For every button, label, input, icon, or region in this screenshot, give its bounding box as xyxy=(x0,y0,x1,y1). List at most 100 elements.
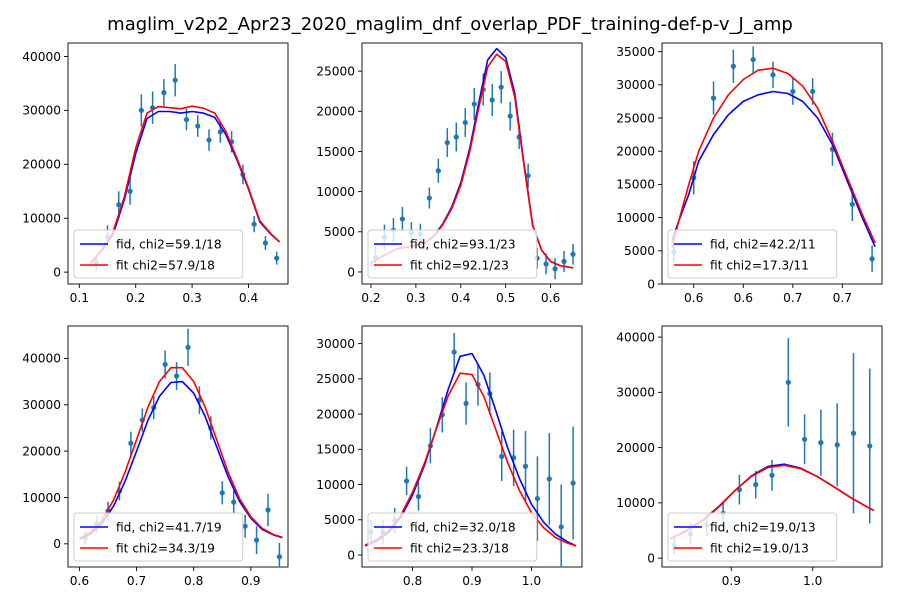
data-point xyxy=(127,188,133,194)
y-tick-label: 0 xyxy=(53,537,61,551)
subplot-6: 0.9 1.0 0 10000 20000 30000 40000 fid, chi2=19.… xyxy=(616,325,883,588)
data-point xyxy=(534,496,541,502)
subplot-grid: 0.1 0.2 0.3 0.4 0 10000 20000 30000 40000 fid, ch… xyxy=(22,42,883,588)
y-tick-label: 25000 xyxy=(316,64,355,78)
data-point xyxy=(116,202,122,208)
legend-label: fit chi2=23.3/18 xyxy=(410,542,509,556)
y-tick-label: 5000 xyxy=(324,225,355,239)
legend-label: fit chi2=34.3/19 xyxy=(116,542,215,556)
x-tick-label: 0.7 xyxy=(783,291,802,305)
data-point xyxy=(522,463,529,469)
data-point xyxy=(525,172,531,179)
y-tick-label: 10000 xyxy=(616,211,655,225)
fit-curve xyxy=(89,105,281,264)
data-point xyxy=(128,440,134,446)
legend-box xyxy=(73,229,244,279)
y-tick-label: 10000 xyxy=(616,496,655,510)
data-point xyxy=(173,373,180,379)
y-tick-label: 40000 xyxy=(616,330,655,344)
data-point xyxy=(730,63,736,69)
y-tick-label: 25000 xyxy=(616,111,655,125)
y-tick-label: 20000 xyxy=(616,145,655,159)
data-point xyxy=(462,119,468,126)
data-point xyxy=(183,116,190,123)
axes-frame xyxy=(67,42,289,285)
data-point xyxy=(185,344,191,350)
axes-frame xyxy=(661,325,883,568)
y-tick-label: 40000 xyxy=(22,352,61,366)
axes-frame xyxy=(67,325,289,568)
data-point xyxy=(276,554,283,560)
legend-label: fid, chi2=32.0/18 xyxy=(410,521,516,535)
y-tick-label: 0 xyxy=(647,551,655,565)
data-point xyxy=(867,443,873,449)
x-tick-label: 0.9 xyxy=(722,574,741,588)
y-tick-label: 15000 xyxy=(316,443,355,457)
legend-box xyxy=(367,512,538,562)
data-point xyxy=(770,72,776,78)
subplot-4: 0.6 0.7 0.8 0.9 0 10000 20000 30000 40000 fid, ch… xyxy=(22,325,289,588)
y-tick-label: 30000 xyxy=(316,337,355,351)
data-point xyxy=(546,476,552,482)
fit-curve xyxy=(671,67,876,248)
data-point xyxy=(403,478,410,484)
x-tick-label: 0.6 xyxy=(70,574,89,588)
x-tick-label: 0.6 xyxy=(734,291,753,305)
data-point xyxy=(790,88,796,95)
y-tick-label: 35000 xyxy=(616,45,655,59)
legend-label: fit chi2=19.0/13 xyxy=(710,542,809,556)
data-point xyxy=(399,216,406,222)
data-point xyxy=(834,442,840,448)
legend: fid, chi2=93.1/23 fit chi2=92.1/23 xyxy=(367,229,538,279)
subplot-2: 0.2 0.3 0.4 0.5 0.6 0 5000 10000 15000 20000 25000… xyxy=(316,42,583,305)
legend: fid, chi2=42.2/11 fit chi2=17.3/11 xyxy=(667,229,838,279)
y-tick-label: 20000 xyxy=(22,444,61,458)
x-tick-label: 0.8 xyxy=(403,574,422,588)
legend: fid, chi2=41.7/19 fit chi2=34.3/19 xyxy=(73,512,244,562)
legend: fid, chi2=32.0/18 fit chi2=23.3/18 xyxy=(367,512,538,562)
data-point xyxy=(206,137,212,143)
plot-area xyxy=(671,46,876,273)
x-tick-label: 0.3 xyxy=(406,291,425,305)
data-point xyxy=(138,107,144,113)
legend-label: fid, chi2=93.1/23 xyxy=(410,238,516,252)
fit-curve xyxy=(78,366,283,540)
data-point xyxy=(499,453,505,459)
legend-box xyxy=(667,512,838,562)
data-point xyxy=(265,507,271,513)
y-tick-label: 10000 xyxy=(316,478,355,492)
data-point xyxy=(570,480,576,486)
legend-label: fit chi2=17.3/11 xyxy=(710,259,809,273)
x-tick-label: 0.2 xyxy=(361,291,380,305)
y-tick-label: 10000 xyxy=(316,185,355,199)
y-tick-label: 30000 xyxy=(22,104,61,118)
data-point xyxy=(161,90,167,96)
data-point xyxy=(274,255,280,261)
y-tick-label: 0 xyxy=(347,548,355,562)
x-tick-label: 0.3 xyxy=(182,291,201,305)
y-tick-label: 5000 xyxy=(324,513,355,527)
legend-box xyxy=(667,229,838,279)
figure-title: maglim_v2p2_Apr23_2020_maglim_dnf_overla… xyxy=(107,14,793,35)
plot-area xyxy=(78,328,283,567)
data-point xyxy=(172,77,178,83)
fid-curve xyxy=(79,380,283,540)
y-tick-label: 40000 xyxy=(22,50,61,64)
y-tick-label: 20000 xyxy=(22,158,61,172)
data-point xyxy=(444,140,450,146)
x-tick-label: 0.9 xyxy=(462,574,481,588)
subplot-3: 0.6 0.6 0.7 0.7 0 5000 10000 15000 20000 25000 300… xyxy=(616,42,883,305)
legend-label: fid, chi2=41.7/19 xyxy=(116,521,222,535)
y-tick-label: 10000 xyxy=(22,491,61,505)
data-point xyxy=(801,436,808,442)
y-tick-label: 10000 xyxy=(22,212,61,226)
data-point xyxy=(849,201,855,207)
legend-label: fit chi2=92.1/23 xyxy=(410,259,509,273)
data-point xyxy=(253,537,260,543)
legend-label: fid, chi2=42.2/11 xyxy=(710,238,816,252)
x-tick-label: 0.8 xyxy=(184,574,203,588)
data-point xyxy=(710,95,717,101)
y-tick-label: 25000 xyxy=(316,372,355,386)
data-point xyxy=(498,84,504,90)
